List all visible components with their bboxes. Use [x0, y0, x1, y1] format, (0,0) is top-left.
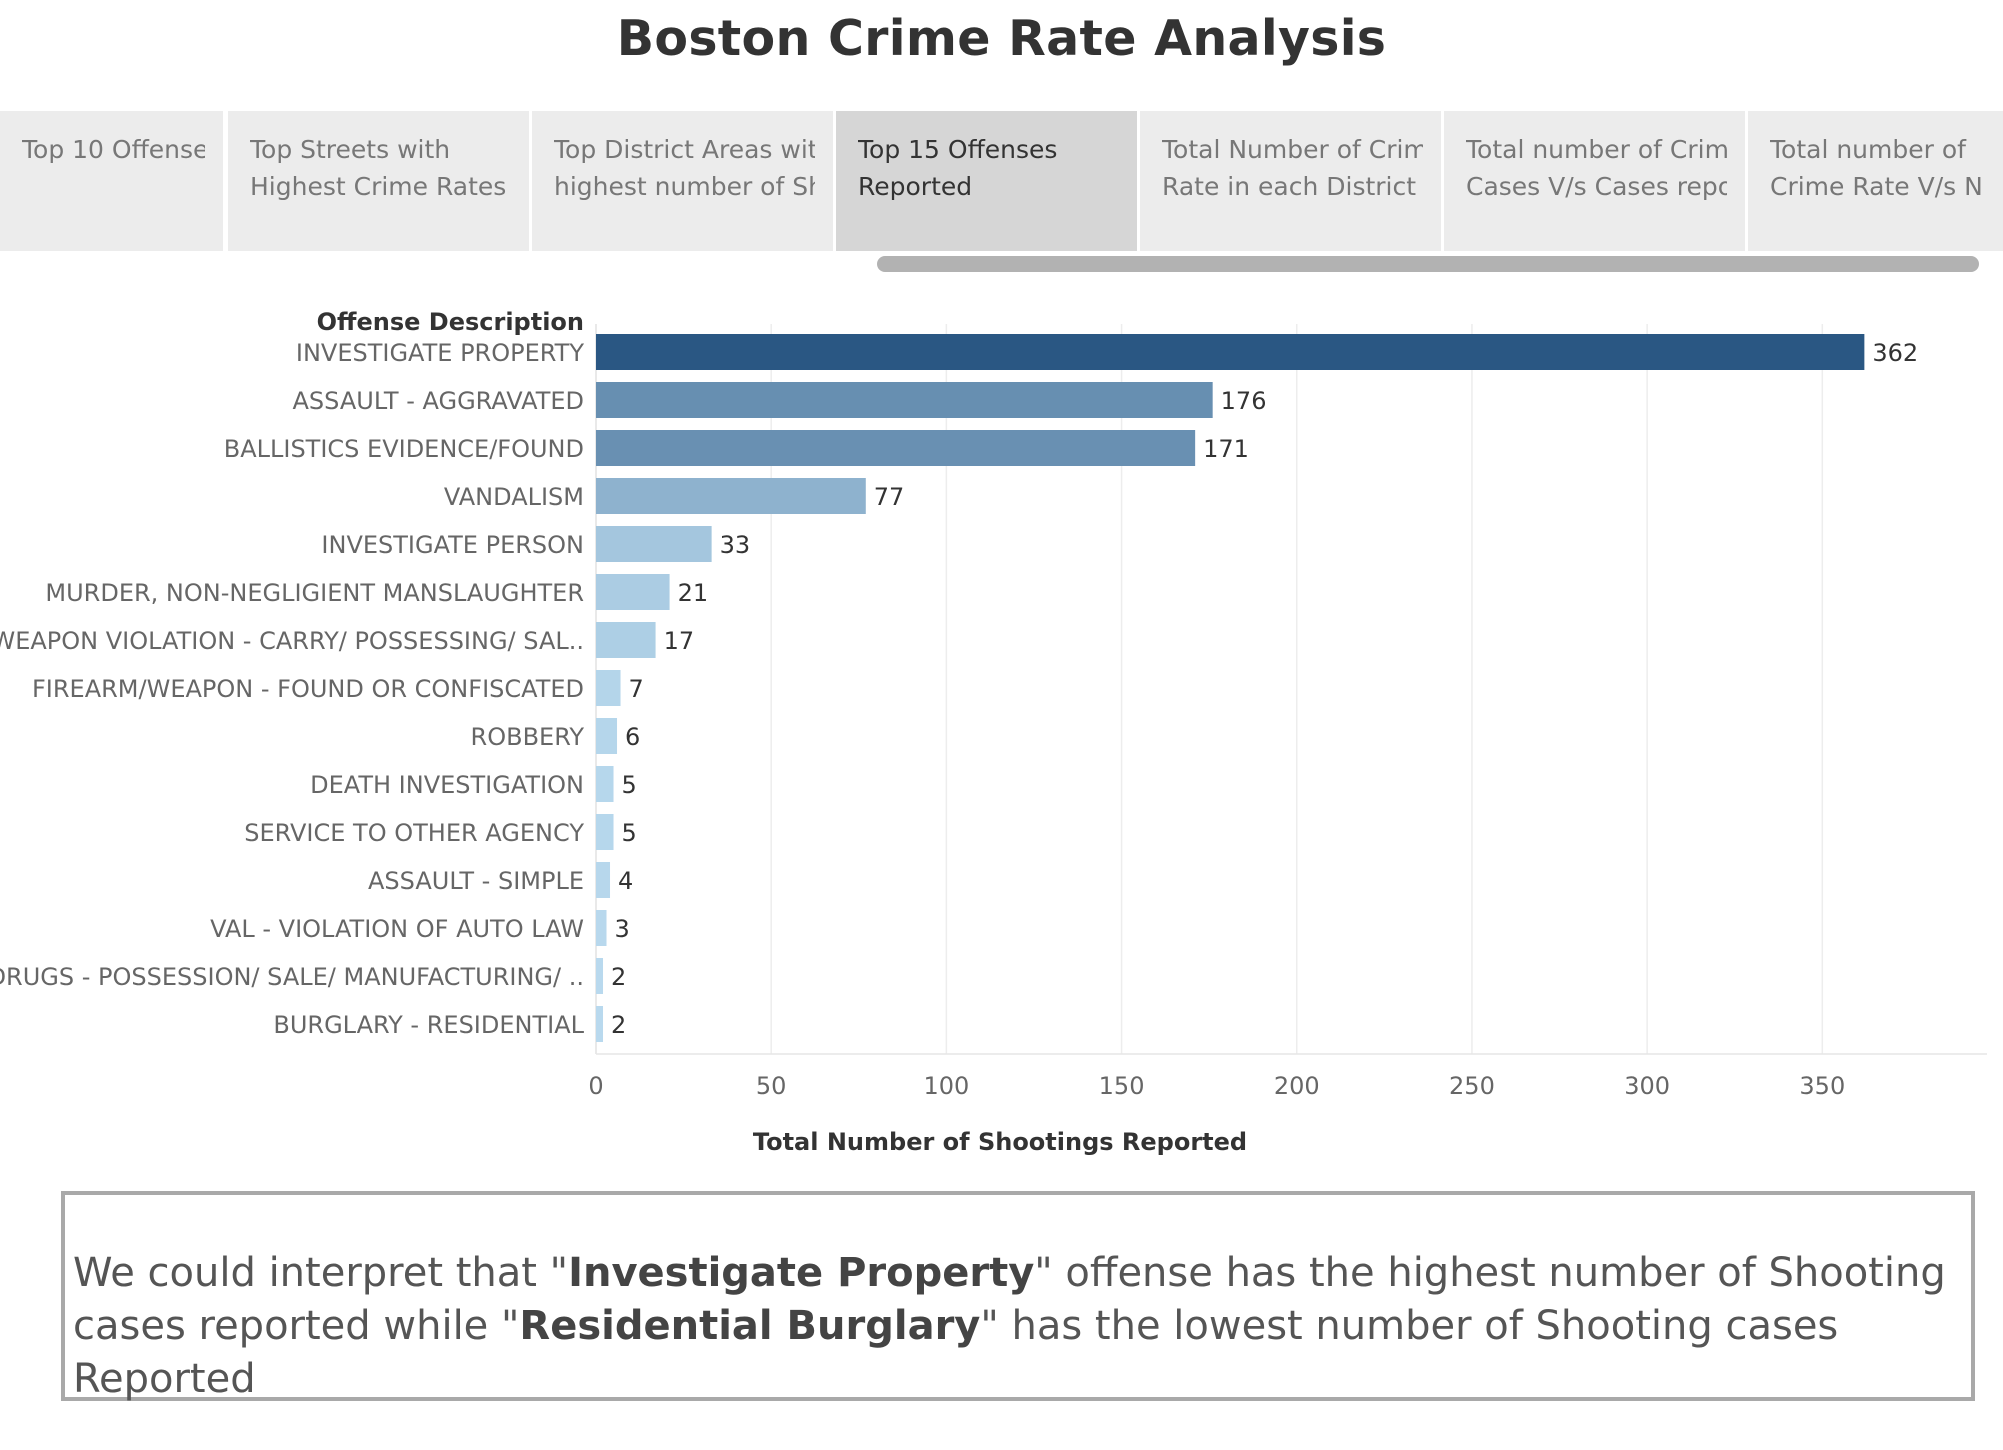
data-label: 17	[664, 627, 695, 655]
tab-label: Crime Rate V/s Nu..	[1770, 172, 1985, 201]
tab-label: Total number of	[1770, 135, 1966, 164]
data-label: 3	[615, 915, 630, 943]
data-label: 6	[625, 723, 640, 751]
data-label: 171	[1203, 435, 1249, 463]
bar	[596, 958, 604, 994]
tab-crime-cases-vs-reported[interactable]: Total number of Crime Cases V/s Cases re…	[1444, 111, 1745, 251]
note-text: We could interpret that "	[73, 1250, 569, 1296]
tab-label: Rate in each District i..	[1162, 172, 1423, 201]
data-label: 5	[622, 819, 637, 847]
x-tick-label: 150	[1099, 1072, 1145, 1100]
tab-label: highest number of Sh..	[554, 172, 815, 201]
x-tick-label: 100	[923, 1072, 969, 1100]
bar	[596, 526, 712, 562]
tab-label: Top 15 Offenses	[858, 135, 1058, 164]
x-tick-label: 0	[588, 1072, 603, 1100]
category-label: BALLISTICS EVIDENCE/FOUND	[224, 435, 584, 463]
bar	[596, 334, 1865, 370]
category-label: BURGLARY - RESIDENTIAL	[273, 1011, 584, 1039]
tab-label: Highest Crime Rates	[250, 172, 507, 201]
x-axis-title: Total Number of Shootings Reported	[752, 1128, 1248, 1156]
bar	[596, 574, 670, 610]
bar	[596, 718, 618, 754]
category-label: VANDALISM	[444, 483, 584, 511]
y-axis-title: Offense Description	[316, 308, 584, 336]
note-text: " offense has the highest number of Shoo…	[73, 1250, 1946, 1349]
bar	[596, 862, 611, 898]
data-label: 5	[622, 771, 637, 799]
bar-chart: 362 INVESTIGATE PROPERTY 176 ASSAULT - AGGR…	[0, 290, 2003, 1170]
category-label: ROBBERY	[471, 723, 585, 751]
bar	[596, 622, 656, 658]
tab-top-10-offenses[interactable]: Top 10 Offenses	[0, 111, 223, 251]
tab-label: Top District Areas with	[554, 135, 815, 164]
bar	[596, 430, 1196, 466]
data-label: 77	[874, 483, 905, 511]
tab-crime-rate-district[interactable]: Total Number of Crime Rate in each Distr…	[1140, 111, 1441, 251]
tab-label: Reported	[858, 172, 973, 201]
tab-top-district-areas[interactable]: Top District Areas with highest number o…	[532, 111, 833, 251]
category-label: ASSAULT - SIMPLE	[368, 867, 584, 895]
data-label: 7	[629, 675, 644, 703]
category-label: VAL - VIOLATION OF AUTO LAW	[210, 915, 584, 943]
category-label: FIREARM/WEAPON - FOUND OR CONFISCATED	[32, 675, 584, 703]
data-label: 176	[1221, 387, 1267, 415]
note-bold-lowest: Residential Burglary	[519, 1303, 981, 1349]
data-label: 33	[720, 531, 751, 559]
note-text: " has the lowest number of Shooting case…	[73, 1303, 1839, 1402]
tab-label: Cases V/s Cases repor..	[1466, 172, 1727, 201]
page-title: Boston Crime Rate Analysis	[616, 10, 1387, 67]
data-label: 2	[611, 963, 626, 991]
note-bold-highest: Investigate Property	[568, 1250, 1035, 1296]
tabs-scrollbar[interactable]	[0, 251, 2003, 277]
category-label: DRUGS - POSSESSION/ SALE/ MANUFACTURING/…	[0, 963, 584, 991]
tab-top-15-offenses[interactable]: Top 15 Offenses Reported	[836, 111, 1137, 251]
category-label: INVESTIGATE PERSON	[321, 531, 584, 559]
interpretation-note: We could interpret that "Investigate Pro…	[61, 1191, 1975, 1402]
bar	[596, 814, 614, 850]
tab-label: Total number of Crime	[1466, 135, 1727, 164]
scrollbar-thumb[interactable]	[877, 256, 1979, 272]
bar	[596, 670, 621, 706]
category-label: WEAPON VIOLATION - CARRY/ POSSESSING/ SA…	[0, 627, 584, 655]
category-label: SERVICE TO OTHER AGENCY	[244, 819, 584, 847]
tab-label: Total Number of Crime	[1162, 135, 1423, 164]
data-label: 4	[618, 867, 633, 895]
category-label: MURDER, NON-NEGLIGIENT MANSLAUGHTER	[45, 579, 584, 607]
category-label: DEATH INVESTIGATION	[310, 771, 584, 799]
x-tick-label: 250	[1449, 1072, 1495, 1100]
category-label: INVESTIGATE PROPERTY	[296, 339, 584, 367]
bar	[596, 1006, 604, 1042]
x-tick-label: 350	[1799, 1072, 1845, 1100]
data-label: 21	[678, 579, 709, 607]
tab-label: Top Streets with	[250, 135, 451, 164]
bar	[596, 382, 1213, 418]
x-tick-label: 200	[1274, 1072, 1320, 1100]
bar	[596, 766, 614, 802]
x-tick-label: 300	[1624, 1072, 1670, 1100]
tab-label: Top 10 Offenses	[22, 135, 205, 164]
bar	[596, 478, 866, 514]
data-label: 2	[611, 1011, 626, 1039]
tab-crime-rate-vs-number[interactable]: Total number of Crime Rate V/s Nu..	[1748, 111, 2003, 251]
tab-top-streets[interactable]: Top Streets with Highest Crime Rates	[228, 111, 529, 251]
story-tabs: Top 10 Offenses Top Streets with Highest…	[0, 111, 2003, 251]
category-label: ASSAULT - AGGRAVATED	[293, 387, 584, 415]
bar	[596, 910, 607, 946]
data-label: 362	[1872, 339, 1918, 367]
x-tick-label: 50	[756, 1072, 787, 1100]
